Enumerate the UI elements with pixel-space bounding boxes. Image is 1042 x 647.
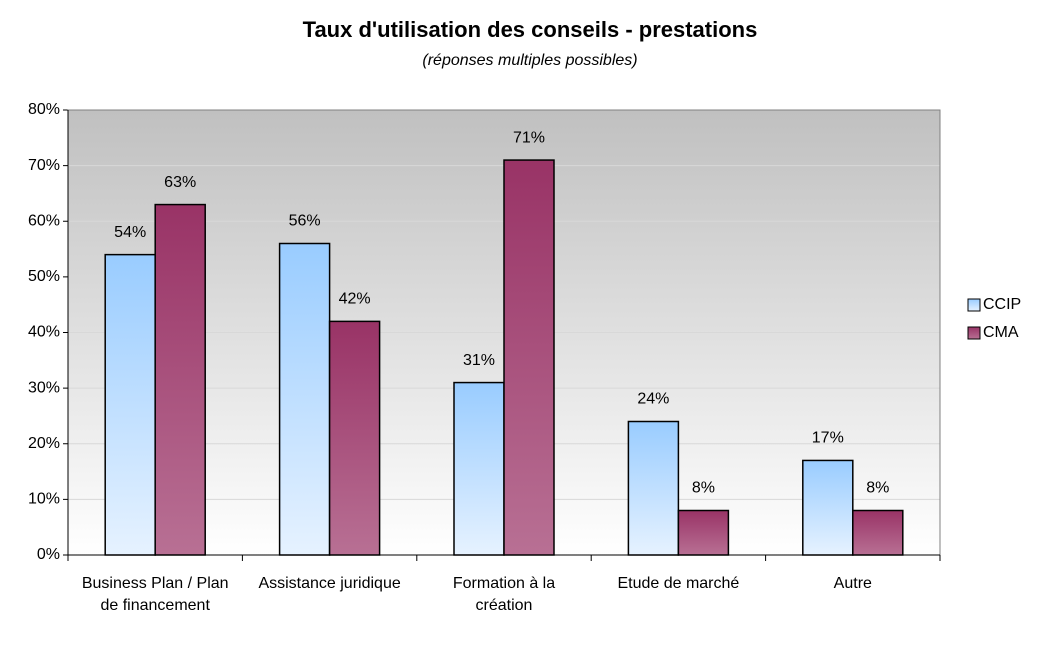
x-tick-label: Assistance juridique (258, 575, 401, 592)
x-tick-label: Business Plan / Plan de financement (81, 575, 229, 614)
bar (677, 509, 730, 556)
bar (104, 253, 156, 556)
data-label: 42% (339, 291, 371, 308)
legend-swatch (967, 326, 981, 340)
x-tick-label: Etude de marché (617, 575, 740, 592)
x-tick-label: Autre (833, 575, 872, 592)
data-label: 24% (637, 391, 669, 408)
data-label: 63% (164, 174, 196, 191)
bar (627, 420, 680, 556)
bar (802, 459, 854, 556)
data-label: 8% (692, 480, 715, 497)
y-tick-label: 20% (28, 435, 60, 452)
legend-label: CMA (983, 324, 1019, 341)
y-tick-label: 40% (28, 324, 60, 341)
y-tick-label: 70% (28, 157, 60, 174)
y-tick-label: 60% (28, 212, 60, 229)
y-tick-label: 80% (28, 101, 60, 118)
legend-swatch (967, 298, 981, 312)
bar (278, 242, 331, 556)
chart-subtitle: (réponses multiples possibles) (422, 52, 637, 69)
chart-title: Taux d'utilisation des conseils - presta… (303, 17, 758, 42)
bar (328, 320, 381, 556)
y-tick-label: 0% (37, 546, 60, 563)
bar (154, 203, 206, 556)
data-label: 17% (812, 430, 844, 447)
data-label: 71% (513, 129, 545, 146)
bar (503, 159, 555, 556)
bar (852, 509, 904, 556)
y-tick-label: 30% (28, 379, 60, 396)
data-label: 31% (463, 352, 495, 369)
x-tick-label: Formation à la création (452, 575, 556, 614)
y-tick-label: 10% (28, 491, 60, 508)
y-tick-label: 50% (28, 268, 60, 285)
data-label: 54% (114, 224, 146, 241)
legend-label: CCIP (983, 296, 1021, 313)
data-label: 8% (866, 480, 889, 497)
bar (453, 381, 505, 556)
data-label: 56% (289, 213, 321, 230)
